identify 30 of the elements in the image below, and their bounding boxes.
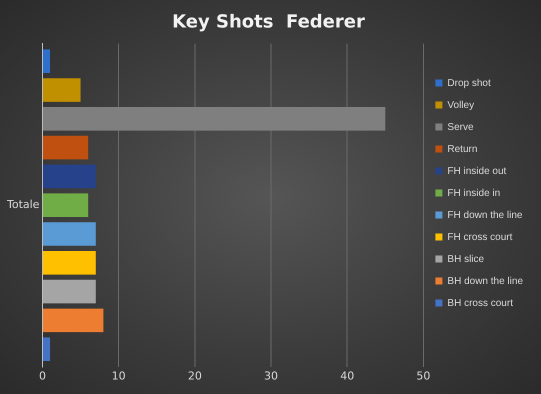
bar (42, 308, 104, 332)
legend-label: BH slice (447, 254, 485, 265)
bar (42, 193, 88, 218)
bar (42, 78, 81, 102)
bar (42, 49, 50, 74)
legend-label: BH down the line (447, 276, 524, 287)
legend-label: FH down the line (447, 210, 523, 221)
bar (42, 136, 88, 160)
legend-label: Drop shot (447, 78, 491, 89)
legend-label: FH inside out (447, 166, 507, 177)
x-tick-label: 20 (188, 369, 202, 382)
y-tick-label: Totale (6, 198, 40, 212)
x-tick-label: 40 (340, 369, 354, 382)
legend-label: Volley (447, 100, 474, 111)
legend-label: Serve (447, 122, 474, 133)
legend-label: BH cross court (447, 298, 514, 309)
bar (42, 280, 96, 304)
x-tick-label: 10 (112, 369, 126, 382)
x-tick-label: 30 (264, 369, 278, 382)
x-tick-label: 0 (38, 369, 46, 382)
bar (42, 250, 96, 275)
x-tick-label: 50 (416, 369, 430, 382)
bar (42, 337, 50, 361)
legend-label: FH inside in (447, 188, 500, 199)
chart-title: Key Shots Federer (172, 11, 365, 32)
bar (42, 222, 96, 246)
bar (42, 107, 386, 131)
legend-label: FH cross court (447, 232, 513, 243)
legend-label: Return (447, 144, 478, 155)
bar (42, 164, 96, 188)
